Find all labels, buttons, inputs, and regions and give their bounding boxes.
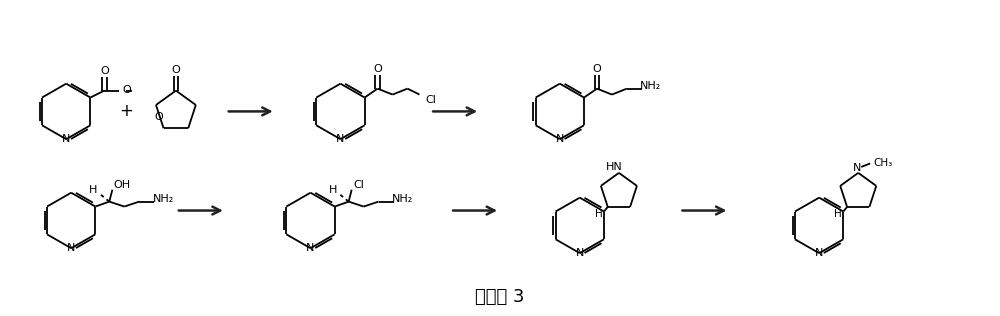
Text: N: N xyxy=(67,243,75,253)
Text: N: N xyxy=(62,134,70,144)
Text: O: O xyxy=(100,66,109,76)
Text: O: O xyxy=(593,64,601,74)
Text: N: N xyxy=(336,134,345,144)
Text: H: H xyxy=(329,185,337,195)
Text: N: N xyxy=(576,248,584,258)
Text: Cl: Cl xyxy=(354,180,365,190)
Text: 反应式 3: 反应式 3 xyxy=(475,288,525,306)
Text: O: O xyxy=(172,65,180,75)
Text: O: O xyxy=(373,64,382,74)
Text: OH: OH xyxy=(113,180,130,190)
Text: H: H xyxy=(89,185,98,195)
Text: NH₂: NH₂ xyxy=(392,194,413,204)
Text: Cl: Cl xyxy=(425,95,436,105)
Text: N: N xyxy=(306,243,315,253)
Text: NH₂: NH₂ xyxy=(640,81,661,91)
Text: HN: HN xyxy=(606,162,622,172)
Text: H: H xyxy=(595,210,603,220)
Text: NH₂: NH₂ xyxy=(153,194,174,204)
Text: N: N xyxy=(556,134,564,144)
Text: N: N xyxy=(815,248,823,258)
Text: +: + xyxy=(119,102,133,120)
Text: H: H xyxy=(834,210,842,220)
Text: N: N xyxy=(853,163,861,173)
Text: O: O xyxy=(154,112,163,122)
Text: CH₃: CH₃ xyxy=(873,158,892,168)
Text: O: O xyxy=(123,85,132,95)
